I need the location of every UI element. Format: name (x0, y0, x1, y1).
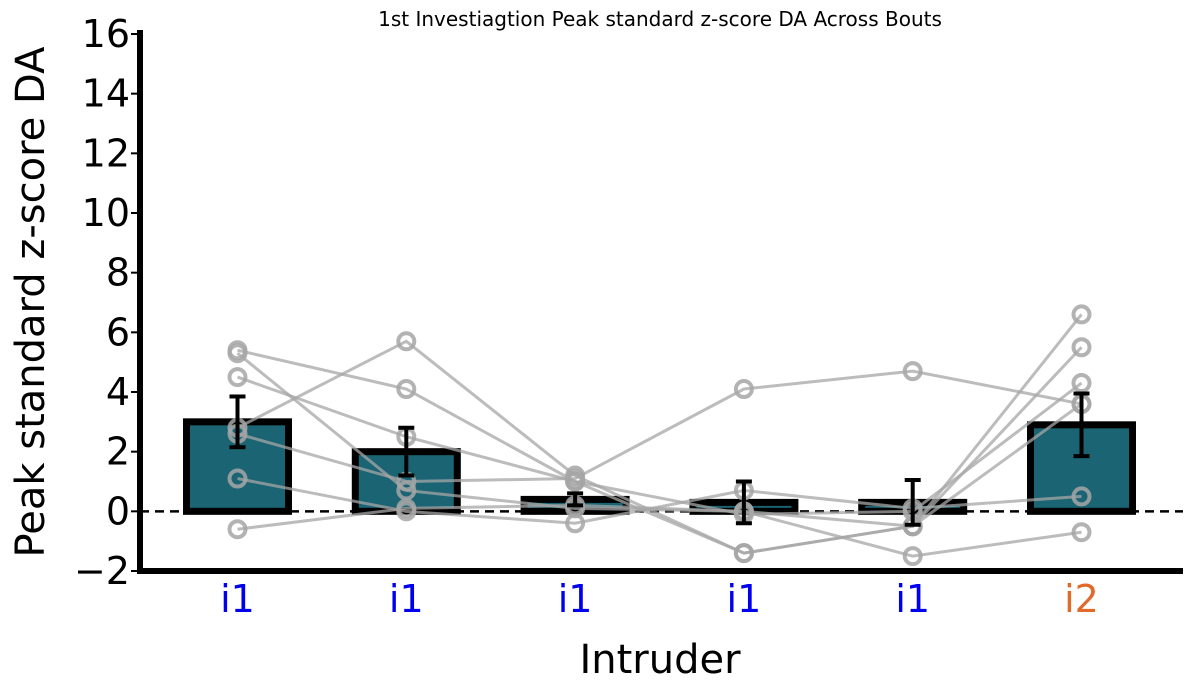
subject-line (237, 375, 1083, 516)
y-tick-label: 2 (106, 430, 130, 474)
chart-title: 1st Investiagtion Peak standard z-score … (378, 7, 942, 31)
subject-point (227, 367, 248, 388)
subject-point (1071, 337, 1092, 358)
y-tick-label: 6 (106, 310, 130, 354)
subject-point (733, 379, 754, 400)
subject-point (396, 379, 417, 400)
x-tick-label: i2 (1064, 577, 1099, 621)
subject-point (1071, 522, 1092, 543)
subject-point (1071, 304, 1092, 325)
subject-point (1071, 486, 1092, 507)
y-tick-label: 10 (82, 191, 130, 235)
x-axis-label: Intruder (579, 637, 741, 683)
y-tick-label: 4 (106, 370, 130, 414)
x-tick-label: i1 (558, 577, 593, 621)
subject-line (237, 346, 1083, 555)
x-tick-label: i1 (389, 577, 424, 621)
subject-point (902, 361, 923, 382)
subject-point (565, 468, 586, 489)
subject-point (227, 468, 248, 489)
subject-point (227, 343, 248, 364)
subject-point (1071, 373, 1092, 394)
subject-point (396, 498, 417, 519)
y-axis-label: Peak standard z-score DA (8, 46, 54, 558)
y-tick-label: 16 (82, 12, 130, 56)
x-tick-label: i1 (727, 577, 762, 621)
y-tick-label: 12 (82, 131, 130, 175)
subject-point (227, 519, 248, 540)
subject-line (237, 369, 1082, 484)
y-tick-label: 14 (82, 72, 130, 116)
y-tick-label: 0 (106, 489, 130, 533)
subject-point (396, 331, 417, 352)
subject-point (733, 543, 754, 564)
y-tick-label: 8 (106, 251, 130, 295)
x-tick-label: i1 (895, 577, 930, 621)
y-tick-label: −2 (74, 549, 130, 593)
subject-point (902, 546, 923, 567)
subject-line (237, 503, 1082, 558)
plot-area: −2 0 2 4 6 8 10 12 14 16 i1 i1 i1 i1 i1 i2 (74, 12, 1183, 621)
x-tick-label: i1 (220, 577, 255, 621)
subject-line (236, 339, 1083, 555)
